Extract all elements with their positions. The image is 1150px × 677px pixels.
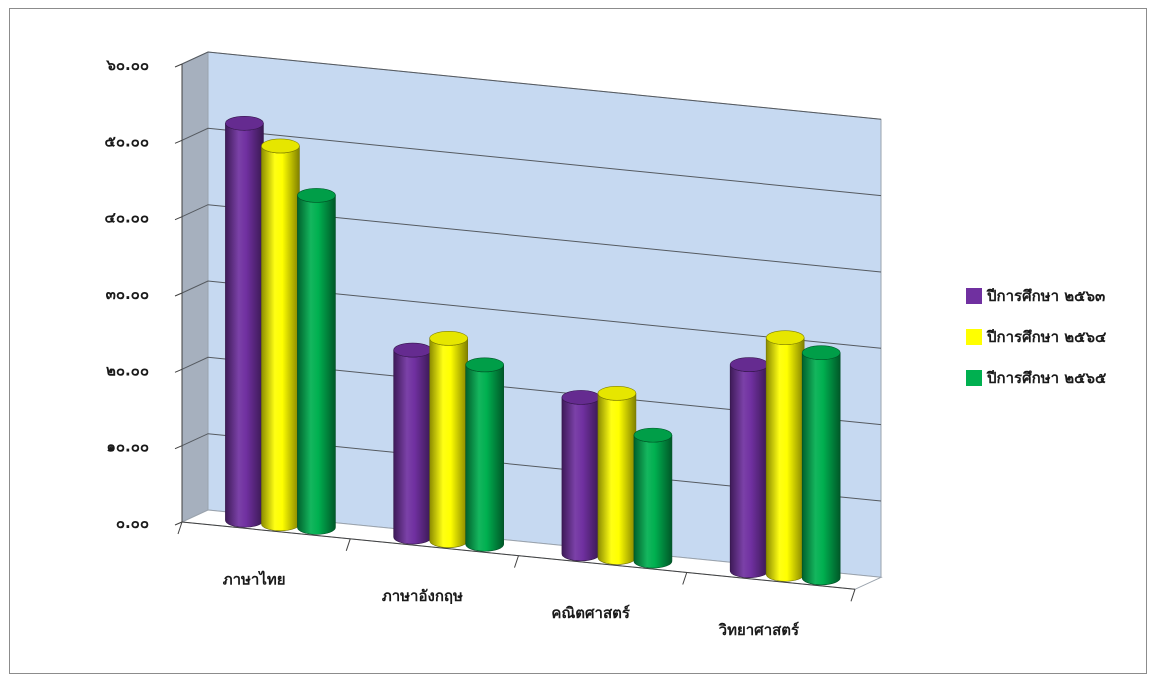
legend-item: ปีการศึกษา ๒๕๖๔ — [966, 322, 1106, 352]
bar-1-series-1 — [225, 123, 264, 528]
bar-2-series-3 — [465, 364, 504, 552]
gridline — [181, 356, 882, 426]
bar-2-series-2 — [429, 338, 468, 548]
bar-3-series-2 — [597, 393, 637, 565]
bar-top-1-series-3 — [297, 188, 336, 203]
legend-swatch — [966, 370, 982, 386]
x-tick-mark — [682, 572, 688, 585]
y-tick-label: ๓๐.๐๐ — [106, 285, 149, 303]
bar-1-series-2 — [261, 145, 300, 532]
x-category-label: คณิตศาสตร์ — [551, 604, 631, 622]
legend-swatch — [966, 288, 982, 304]
y-tick-label: ๔๐.๐๐ — [104, 209, 149, 227]
bar-top-4-series-1 — [729, 357, 769, 372]
legend-label: ปีการศึกษา ๒๕๖๔ — [987, 328, 1107, 346]
bar-2-series-1 — [393, 349, 432, 545]
x-category-label: ภาษาไทย — [223, 569, 286, 588]
legend-item: ปีการศึกษา ๒๕๖๓ — [966, 281, 1106, 311]
y-tick-label: ๒๐.๐๐ — [106, 361, 149, 379]
legend-item: ปีการศึกษา ๒๕๖๕ — [966, 363, 1106, 393]
y-tick-label: ๐.๐๐ — [116, 514, 149, 532]
bar-top-4-series-3 — [801, 345, 841, 361]
legend-label: ปีการศึกษา ๒๕๖๕ — [987, 369, 1107, 387]
bar-top-3-series-3 — [633, 427, 673, 443]
bar-top-4-series-2 — [765, 330, 805, 345]
bar-top-1-series-2 — [261, 138, 300, 154]
bar-top-3-series-2 — [597, 386, 637, 401]
bar-top-3-series-1 — [561, 390, 601, 405]
bar-4-series-2 — [765, 337, 805, 582]
bar-top-1-series-1 — [225, 115, 264, 131]
legend-swatch — [966, 329, 982, 345]
x-tick-mark — [177, 521, 183, 535]
y-tick-mark — [174, 292, 183, 297]
y-tick-mark — [174, 445, 183, 450]
bar-3-series-3 — [633, 435, 673, 569]
bar-4-series-1 — [729, 364, 769, 578]
chart-legend: ปีการศึกษา ๒๕๖๓ปีการศึกษา ๒๕๖๔ปีการศึกษา… — [966, 281, 1106, 404]
bar-3-series-1 — [561, 397, 601, 562]
y-tick-mark — [174, 216, 183, 221]
gridline — [181, 280, 882, 349]
x-tick-mark — [514, 555, 519, 568]
y-tick-label: ๖๐.๐๐ — [105, 56, 149, 74]
bar-1-series-3 — [297, 195, 336, 535]
y-tick-mark — [174, 368, 183, 373]
chart-frame — [9, 8, 1147, 674]
x-tick-mark — [850, 589, 856, 602]
gridline — [181, 51, 882, 120]
gridline — [181, 127, 882, 197]
gridline — [181, 204, 882, 273]
bar-top-2-series-2 — [429, 331, 468, 346]
bar-top-2-series-3 — [465, 357, 504, 373]
y-tick-mark — [174, 139, 183, 144]
y-tick-mark — [174, 63, 183, 68]
x-tick-mark — [345, 538, 351, 551]
y-tick-label: ๕๐.๐๐ — [104, 132, 149, 150]
bar-top-2-series-1 — [393, 342, 432, 358]
x-category-label: วิทยาศาสตร์ — [718, 621, 800, 639]
y-tick-label: ๑๐.๐๐ — [106, 438, 149, 456]
y-tick-mark — [174, 521, 183, 526]
legend-label: ปีการศึกษา ๒๕๖๓ — [987, 287, 1106, 305]
x-category-label: ภาษาอังกฤษ — [382, 587, 463, 605]
bar-4-series-3 — [801, 352, 841, 586]
